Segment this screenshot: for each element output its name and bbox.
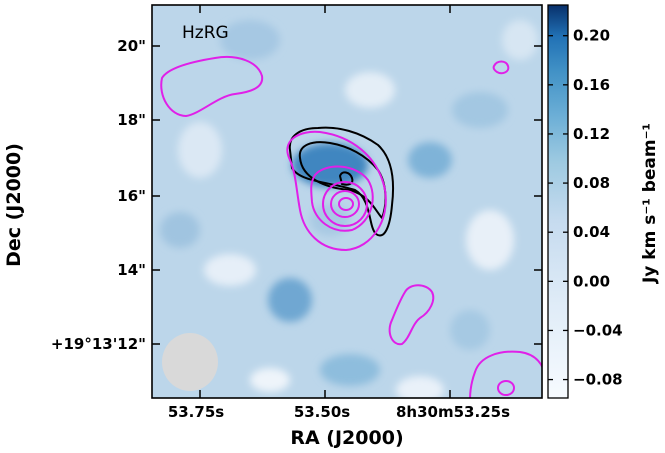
magenta-contour-east xyxy=(388,284,435,346)
magenta-contour-central-1 xyxy=(286,130,387,252)
image-frame xyxy=(151,4,543,399)
magenta-contour-northeast xyxy=(492,60,510,75)
magenta-contour-central-3 xyxy=(322,181,368,227)
magenta-contour-northwest xyxy=(160,56,264,118)
y-tick-label-3: 18" xyxy=(117,111,146,129)
magenta-contour-southeast-inner xyxy=(497,380,515,396)
colorbar-tick-label: −0.08 xyxy=(573,371,623,389)
beam-ellipse xyxy=(162,333,218,391)
y-ticks xyxy=(152,45,542,345)
black-contour-outer xyxy=(288,126,395,237)
magenta-contour-southeast-outer xyxy=(469,350,542,398)
colorbar-ticks: 0.20 0.16 0.12 0.08 0.04 0.00 −0.04 −0.08 xyxy=(548,27,623,389)
y-tick-label-0: +19°13'12" xyxy=(51,335,146,353)
y-axis-title: Dec (J2000) xyxy=(3,143,25,267)
x-tick-label-1: 53.50s xyxy=(294,403,350,421)
black-contour-inner xyxy=(338,171,354,186)
y-tick-label-2: 16" xyxy=(117,187,146,205)
map-image xyxy=(152,5,542,398)
x-ticks xyxy=(199,5,451,398)
colorbar-tick-label: 0.12 xyxy=(573,125,610,143)
magenta-contours xyxy=(160,56,542,398)
colorbar-tick-label: 0.20 xyxy=(573,27,610,45)
colorbar-tick-label: −0.04 xyxy=(573,321,623,339)
noise-pattern xyxy=(160,20,538,398)
magenta-contour-central-4 xyxy=(330,190,360,218)
colorbar-label: Jy km s⁻¹ beam⁻¹ xyxy=(640,123,660,284)
colorbar-tick-label: 0.00 xyxy=(573,272,610,290)
colorbar-tick-label: 0.08 xyxy=(573,174,610,192)
colorbar xyxy=(547,4,569,399)
x-axis-title: RA (J2000) xyxy=(290,427,403,449)
magenta-contour-central-5 xyxy=(338,197,354,211)
colorbar-tick-label: 0.04 xyxy=(573,223,610,241)
y-tick-label-1: 14" xyxy=(117,261,146,279)
x-tick-label-0: 53.75s xyxy=(168,403,224,421)
panel-label: HzRG xyxy=(182,23,229,43)
magenta-contour-central-2 xyxy=(310,165,374,232)
colorbar-tick-label: 0.16 xyxy=(573,76,610,94)
x-tick-label-2: 8h30m53.25s xyxy=(396,403,510,421)
y-tick-label-4: 20" xyxy=(117,37,146,55)
